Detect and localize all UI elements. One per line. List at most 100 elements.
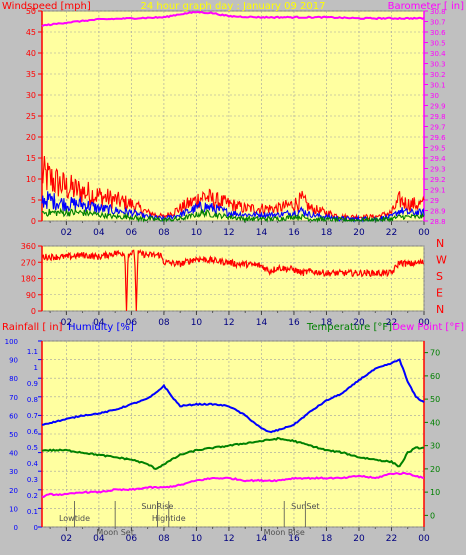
wind-baro-plot-xlabel: 02 xyxy=(61,228,72,238)
wind-ylabel: 35 xyxy=(26,70,36,79)
wind-baro-plot-xlabel: 22 xyxy=(386,228,397,238)
rainfall-ylabel: 0.8 xyxy=(27,396,38,404)
wind-direction-plot-xlabel: 16 xyxy=(288,318,300,328)
humidity-ylabel: 60 xyxy=(9,412,18,420)
humidity-series-line xyxy=(41,358,425,434)
humidity-ylabel: 0 xyxy=(14,524,18,532)
baro-ylabel: 29.7 xyxy=(430,124,446,132)
temp-ylabel: 40 xyxy=(430,418,440,427)
barometer-axis-title: Barometer [ in] xyxy=(388,1,464,12)
event-marker-label: Hightide xyxy=(152,514,186,523)
baro-ylabel: 29.4 xyxy=(430,155,446,163)
chart-title: 24 hour graph day : January 09 2017 xyxy=(141,1,326,12)
direction-ylabel: 90 xyxy=(26,291,36,300)
compass-label: S xyxy=(436,270,443,283)
baro-ylabel: 30.1 xyxy=(430,82,446,90)
humidity-temp-plot-xlabel: 18 xyxy=(321,534,333,544)
wind-ylabel: 50 xyxy=(26,7,36,16)
temp-ylabel: 50 xyxy=(430,395,440,404)
rainfall-ylabel: 0.9 xyxy=(27,380,38,388)
humidity-temp-plot-xlabel: 14 xyxy=(256,534,268,544)
humidity-ylabel: 30 xyxy=(9,468,18,476)
humidity-temp-plot-xlabel: 20 xyxy=(353,534,365,544)
humidity-ylabel: 70 xyxy=(9,394,18,402)
rainfall-ylabel: 0.2 xyxy=(27,492,38,500)
baro-ylabel: 30.2 xyxy=(430,71,446,79)
temperature-axis-title: Temperature [°F] xyxy=(306,322,392,333)
humidity-ylabel: 50 xyxy=(9,431,18,439)
event-marker-label: SunRise xyxy=(141,502,173,511)
compass-label: W xyxy=(436,254,447,267)
wind-direction-plot-xlabel: 14 xyxy=(256,318,268,328)
baro-ylabel: 30 xyxy=(430,92,439,100)
wind-ylabel: 45 xyxy=(26,28,36,37)
wind-ylabel: 0 xyxy=(31,217,36,226)
direction-ylabel: 180 xyxy=(21,275,36,284)
baro-ylabel: 30.7 xyxy=(430,19,446,27)
wind-baro-plot-xlabel: 04 xyxy=(93,228,105,238)
wind-direction-plot-xlabel: 20 xyxy=(353,318,365,328)
humidity-temp-plot-xlabel: 22 xyxy=(386,534,397,544)
baro-ylabel: 30.3 xyxy=(430,61,446,69)
wind-ylabel: 10 xyxy=(26,175,36,184)
humidity-axis-title: Humidity [%] xyxy=(68,322,134,333)
baro-ylabel: 29.3 xyxy=(430,166,446,174)
rainfall-ylabel: 0.6 xyxy=(27,428,39,436)
baro-ylabel: 28.9 xyxy=(430,208,446,216)
wind-direction-plot-xlabel: 12 xyxy=(223,318,234,328)
baro-ylabel: 29.5 xyxy=(430,145,446,153)
wind-baro-plot-xlabel: 18 xyxy=(321,228,333,238)
direction-ylabel: 360 xyxy=(21,242,36,251)
rainfall-ylabel: 0.1 xyxy=(27,508,38,516)
baro-ylabel: 30.8 xyxy=(430,8,446,16)
wind-baro-plot-xlabel: 12 xyxy=(223,228,234,238)
wind-baro-plot-xlabel: 16 xyxy=(288,228,300,238)
wind-baro-plot-xlabel: 08 xyxy=(158,228,170,238)
temp-ylabel: 70 xyxy=(430,349,440,358)
rainfall-ylabel: 0.5 xyxy=(27,444,38,452)
temp-ylabel: 60 xyxy=(430,372,440,381)
wind-baro-plot-xlabel: 10 xyxy=(191,228,203,238)
wind-direction-plot-xlabel: 04 xyxy=(93,318,105,328)
rainfall-ylabel: 0 xyxy=(34,524,38,532)
direction-ylabel: 270 xyxy=(21,258,36,267)
event-marker-label: Lowtide xyxy=(59,514,90,523)
rainfall-ylabel: 0.3 xyxy=(27,476,38,484)
temp-ylabel: 10 xyxy=(430,488,440,497)
rainfall-ylabel: 0.7 xyxy=(27,412,38,420)
humidity-temp-plot-xlabel: 00 xyxy=(418,534,430,544)
wind-ylabel: 20 xyxy=(26,133,36,142)
humidity-ylabel: 40 xyxy=(9,450,18,458)
baro-ylabel: 30.6 xyxy=(430,29,446,37)
direction-ylabel: 0 xyxy=(31,307,36,316)
wind-ylabel: 40 xyxy=(26,49,36,58)
wind-baro-plot-xlabel: 00 xyxy=(418,228,430,238)
wind-ylabel: 25 xyxy=(26,112,36,121)
baro-ylabel: 30.4 xyxy=(430,50,446,58)
humidity-ylabel: 80 xyxy=(9,375,18,383)
wind-direction-series-line xyxy=(41,248,425,312)
wind-baro-plot-background xyxy=(41,10,425,222)
temp-ylabel: 0 xyxy=(430,511,435,520)
baro-ylabel: 30.5 xyxy=(430,40,446,48)
wind-direction-plot-xlabel: 00 xyxy=(418,318,430,328)
barometer-series-line xyxy=(41,10,425,28)
humidity-temp-plot-xlabel: 10 xyxy=(191,534,203,544)
rainfall-ylabel: 1.1 xyxy=(27,348,38,356)
baro-ylabel: 29.9 xyxy=(430,103,446,111)
humidity-temp-plot-xlabel: 16 xyxy=(288,534,300,544)
event-marker-label: Moon Rise xyxy=(264,528,305,537)
wind-direction-plot-xlabel: 08 xyxy=(158,318,170,328)
windspeed-axis-title: Windspeed [mph] xyxy=(2,1,91,12)
wind-baro-plot-xlabel: 20 xyxy=(353,228,365,238)
rainfall-axis-title: Rainfall [ in] xyxy=(2,322,63,333)
humidity-ylabel: 90 xyxy=(9,357,18,365)
rainfall-ylabel: 0.4 xyxy=(27,460,39,468)
wind-ylabel: 5 xyxy=(31,196,36,205)
baro-ylabel: 29.8 xyxy=(430,113,446,121)
compass-label: N xyxy=(436,237,444,250)
baro-ylabel: 29.6 xyxy=(430,134,446,142)
humidity-temp-plot-xlabel: 08 xyxy=(158,534,170,544)
